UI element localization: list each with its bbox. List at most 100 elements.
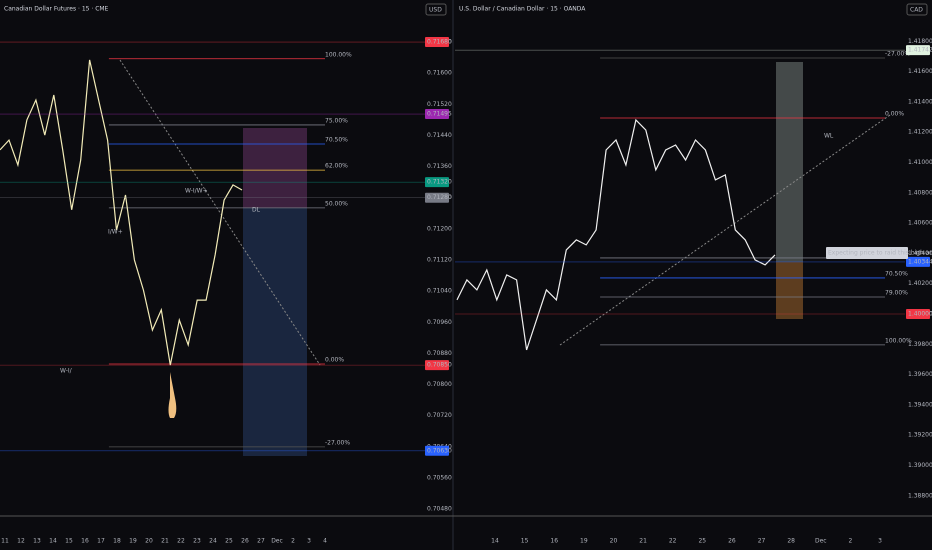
x-tick-label: 2 [848,538,852,545]
y-tick-label: 1.39000 [908,462,932,469]
callout-box [826,247,908,259]
x-tick-label: 17 [97,538,105,545]
y-tick-label: 0.70800 [427,381,452,388]
y-tick-label: 1.41800 [908,38,932,45]
y-tick-label: 1.40800 [908,189,932,196]
price-tag [906,45,930,56]
price-tag [906,256,930,267]
price-tag-label: 0.70630 [427,447,452,454]
currency-label: CAD [910,7,923,14]
y-tick-label: 1.40600 [908,220,932,227]
x-tick-label: 24 [209,538,217,545]
x-tick-label: 20 [610,538,618,545]
price-tag-label: 1.40344 [908,258,932,265]
chart-title: U.S. Dollar / Canadian Dollar · 15 · OAN… [459,6,586,13]
x-tick-label: 27 [257,538,265,545]
y-tick-label: 1.39200 [908,432,932,439]
fib-label: 62.00% [325,163,348,170]
fib-label: 79.00% [885,290,908,297]
price-tag [425,109,449,120]
target-zone [776,62,803,262]
annotation: W-I/W+ [185,188,208,195]
x-tick-label: 4 [323,538,327,545]
chart-title: Canadian Dollar Futures · 15 · CME [4,6,109,13]
annotation: DL [252,207,261,214]
x-tick-label: 12 [17,538,25,545]
price-tag-label: 0.71680 [427,39,452,46]
x-tick-label: 25 [698,538,706,545]
y-tick-label: 0.70720 [427,412,452,419]
x-tick-label: 21 [161,538,169,545]
x-tick-label: 22 [669,538,677,545]
y-tick-label: 0.71120 [427,257,452,264]
price-tag [425,37,449,48]
annotation: W-I/ [60,368,73,375]
fib-label: 0.00% [885,110,904,117]
fib-label: 100.00% [885,337,912,344]
price-tag [425,445,449,456]
x-tick-label: 16 [550,538,558,545]
x-tick-label: 20 [145,538,153,545]
y-tick-label: 1.41400 [908,98,932,105]
y-tick-label: 1.41200 [908,129,932,136]
currency-box [425,3,447,16]
x-tick-label: 14 [491,538,499,545]
price-tag-label: 0.70850 [427,362,452,369]
x-tick-label: 23 [193,538,201,545]
x-tick-label: 14 [49,538,57,545]
fib-label: 100.00% [325,51,352,58]
x-tick-label: 19 [129,538,137,545]
price-line [0,59,243,366]
y-tick-label: 1.40200 [908,280,932,287]
x-tick-label: 26 [728,538,736,545]
price-line [456,118,776,351]
x-tick-label: 16 [81,538,89,545]
y-tick-label: 1.39400 [908,401,932,408]
x-tick-label: 13 [33,538,41,545]
price-tag [425,360,449,371]
y-tick-label: 0.70480 [427,506,452,513]
annotation: WL [824,133,834,140]
price-tag-label: 1.41742 [908,47,932,54]
trend-line [119,59,321,366]
x-tick-label: 15 [521,538,529,545]
y-tick-label: 0.70960 [427,319,452,326]
x-tick-label: 18 [113,538,121,545]
price-tag [906,308,930,319]
x-tick-label: 21 [639,538,647,545]
y-tick-label: 1.39600 [908,371,932,378]
annotation: I/W+ [108,229,123,236]
y-tick-label: 0.71360 [427,163,452,170]
y-tick-label: 1.38800 [908,492,932,499]
x-tick-label: 11 [1,538,9,545]
y-tick-label: 1.41600 [908,68,932,75]
fib-label: 70.50% [885,270,908,277]
y-tick-label: 0.71520 [427,101,452,108]
fib-label: -27.00% [885,51,910,58]
x-tick-label: 19 [580,538,588,545]
x-tick-label: 22 [177,538,185,545]
y-tick-label: 1.39800 [908,341,932,348]
x-tick-label: Dec [815,538,827,545]
price-tag-label: 0.71320 [427,179,452,186]
price-tag-label: 0.71280 [427,194,452,201]
price-tag [425,192,449,203]
fib-label: 0.00% [325,356,344,363]
price-tag-label: 1.40000 [908,310,932,317]
stop-zone [243,128,307,208]
y-tick-label: 0.71200 [427,225,452,232]
stop-zone [776,262,803,319]
y-tick-label: 0.71040 [427,288,452,295]
trend-line [559,114,891,346]
fib-label: -27.00% [325,439,350,446]
y-tick-label: 0.71600 [427,70,452,77]
annotation: Expecting price to raid this high and co… [828,250,932,257]
x-tick-label: 28 [787,538,795,545]
y-tick-label: 0.71440 [427,132,452,139]
price-tag [425,177,449,188]
y-tick-label: 1.40400 [908,250,932,257]
fib-label: 70.50% [325,137,348,144]
marker [168,372,177,418]
fib-label: 75.00% [325,117,348,124]
